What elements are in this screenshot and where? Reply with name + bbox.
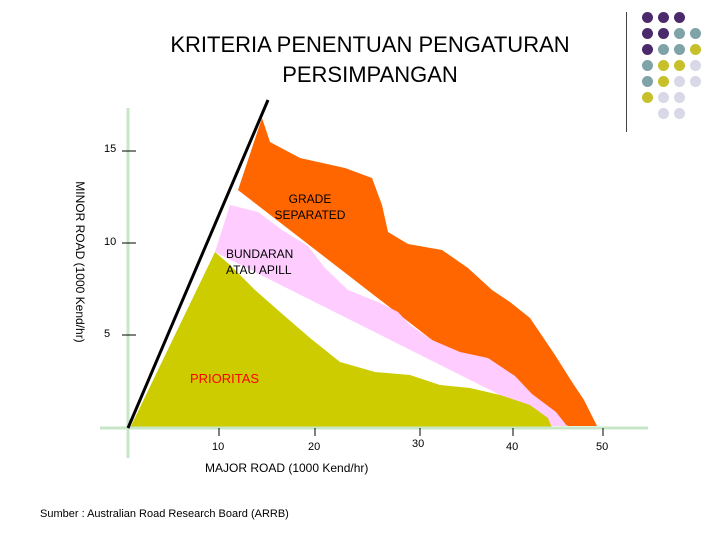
decor-dot <box>674 28 685 39</box>
title-line-1: KRITERIA PENENTUAN PENGATURAN <box>170 32 570 57</box>
bundaran-label-line1: BUNDARAN <box>226 247 294 261</box>
bundaran-region <box>215 205 567 426</box>
x-axis-label: MAJOR ROAD (1000 Kend/hr) <box>205 461 369 475</box>
bundaran-label: BUNDARAN ATAU APILL <box>226 246 316 278</box>
decor-dot <box>642 92 653 103</box>
decor-dot <box>642 28 653 39</box>
decor-dot <box>658 76 669 87</box>
prioritas-region <box>130 252 552 428</box>
y-tick-label: 15 <box>104 143 117 155</box>
decor-dot <box>690 28 701 39</box>
decor-dot <box>642 76 653 87</box>
decor-dot <box>690 60 701 71</box>
grade-separated-label-line1: GRADE <box>288 192 332 206</box>
prioritas-label: PRIORITAS <box>190 371 260 386</box>
grade-separated-label-line2: SEPARATED <box>274 208 346 222</box>
boundary-line <box>126 99 270 429</box>
bundaran-label-line2: ATAU APILL <box>226 263 292 277</box>
source-note: Sumber : Australian Road Research Board … <box>40 508 289 520</box>
decor-dot <box>674 60 685 71</box>
decor-dot <box>658 92 669 103</box>
decor-divider <box>626 12 627 132</box>
decor-dot <box>674 92 685 103</box>
y-tick-label: 10 <box>104 236 117 248</box>
decor-dot <box>674 44 685 55</box>
decor-dot <box>658 108 669 119</box>
decor-dot <box>658 60 669 71</box>
decor-dot <box>658 28 669 39</box>
decor-dot <box>658 12 669 23</box>
slide-title: KRITERIA PENENTUAN PENGATURAN PERSIMPANG… <box>60 30 680 90</box>
decor-dot <box>658 44 669 55</box>
y-tick-label: 5 <box>104 328 111 340</box>
x-tick-label: 10 <box>212 441 225 453</box>
decor-dot-grid <box>640 10 720 120</box>
decor-dot <box>642 44 653 55</box>
decor-dot <box>642 12 653 23</box>
grade-separated-label: GRADE SEPARATED <box>268 191 352 223</box>
x-tick-label: 30 <box>412 438 425 450</box>
decor-dot <box>690 76 701 87</box>
x-tick-label: 20 <box>308 441 321 453</box>
decor-dot <box>674 12 685 23</box>
x-tick-label: 50 <box>596 441 609 453</box>
grade-separated-region <box>238 118 597 426</box>
decor-dot <box>674 76 685 87</box>
decor-dot <box>690 44 701 55</box>
y-axis-label: MINOR ROAD (1000 Kend/hr) <box>73 181 87 343</box>
title-line-2: PERSIMPANGAN <box>282 62 458 87</box>
decor-dot <box>674 108 685 119</box>
x-tick-label: 40 <box>506 441 519 453</box>
decor-dot <box>642 60 653 71</box>
